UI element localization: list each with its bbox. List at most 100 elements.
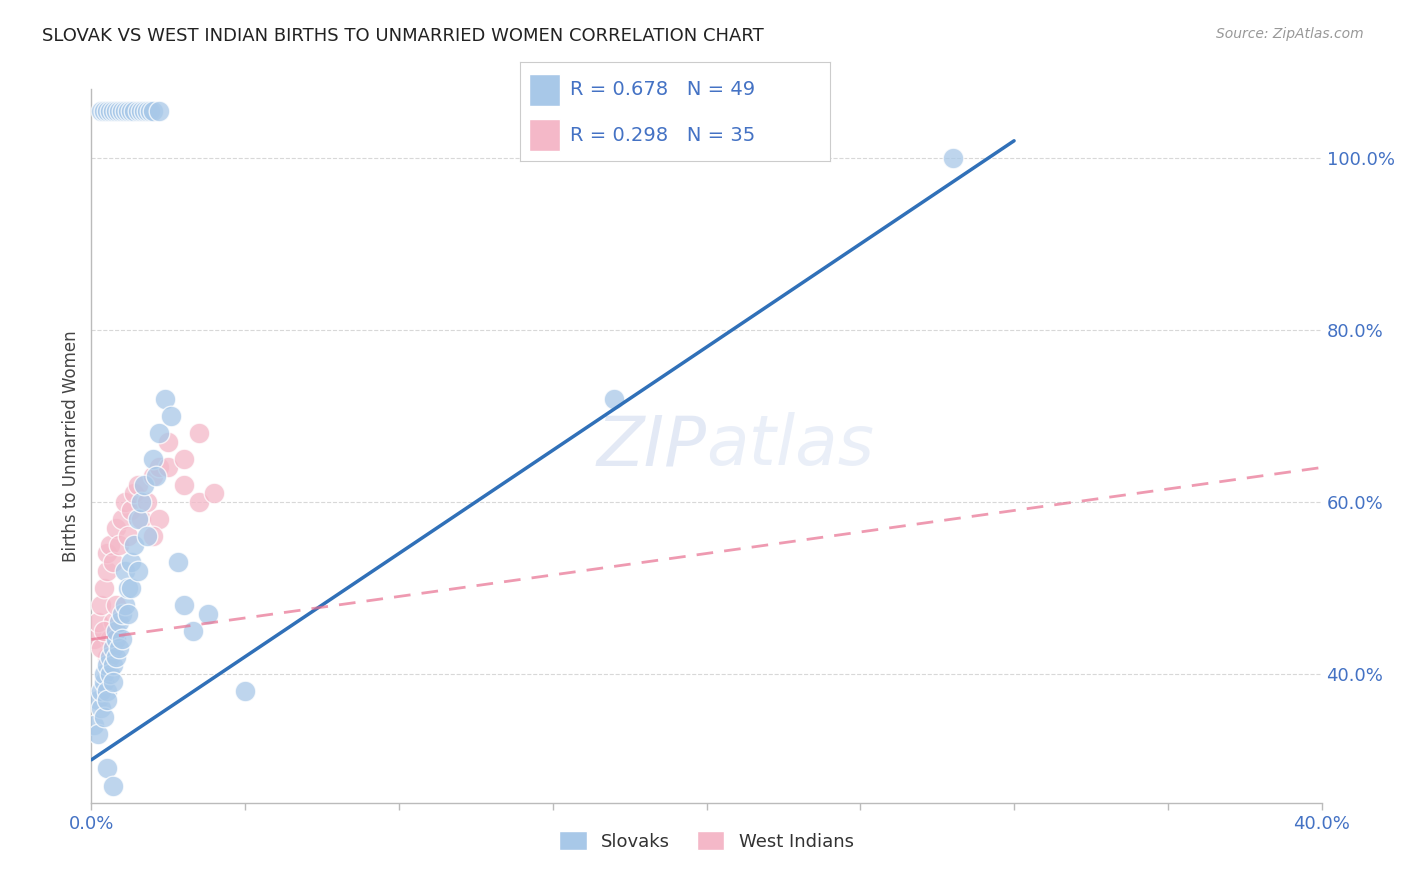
Point — [111, 632, 134, 647]
Text: ZIP: ZIP — [596, 412, 706, 480]
Point — [90, 103, 112, 118]
Point — [173, 451, 195, 466]
Point — [148, 426, 170, 441]
Point — [96, 103, 118, 118]
Point — [98, 649, 121, 664]
Point — [129, 103, 152, 118]
Point — [90, 701, 112, 715]
Point — [96, 761, 118, 775]
Point — [105, 649, 127, 664]
Point — [188, 495, 211, 509]
Point — [148, 103, 170, 118]
Point — [96, 546, 118, 560]
Point — [127, 564, 149, 578]
Point — [117, 529, 139, 543]
Point — [117, 607, 139, 621]
Point — [129, 495, 152, 509]
Point — [124, 486, 146, 500]
Point — [101, 641, 124, 656]
Point — [98, 666, 121, 681]
Point — [114, 103, 136, 118]
Point — [153, 392, 177, 406]
Point — [86, 727, 108, 741]
Point — [93, 624, 115, 638]
Point — [120, 103, 142, 118]
Point — [111, 607, 134, 621]
Point — [142, 469, 165, 483]
Point — [105, 521, 127, 535]
Point — [111, 103, 134, 118]
Point — [188, 426, 211, 441]
Point — [120, 555, 142, 569]
Point — [108, 641, 131, 656]
Point — [157, 460, 180, 475]
Point — [90, 641, 112, 656]
Point — [93, 710, 115, 724]
Point — [132, 103, 155, 118]
Point — [105, 632, 127, 647]
Point — [145, 469, 167, 483]
Point — [166, 555, 188, 569]
Point — [114, 564, 136, 578]
Point — [942, 151, 965, 165]
Point — [124, 103, 146, 118]
Point — [139, 103, 162, 118]
Point — [129, 512, 152, 526]
Point — [101, 555, 124, 569]
Point — [142, 451, 165, 466]
Point — [93, 103, 115, 118]
Text: atlas: atlas — [706, 412, 875, 480]
Point — [105, 598, 127, 612]
Point — [86, 692, 108, 706]
Point — [93, 666, 115, 681]
Point — [96, 649, 118, 664]
Point — [181, 624, 204, 638]
Point — [101, 103, 124, 118]
Point — [127, 512, 149, 526]
Text: SLOVAK VS WEST INDIAN BIRTHS TO UNMARRIED WOMEN CORRELATION CHART: SLOVAK VS WEST INDIAN BIRTHS TO UNMARRIE… — [42, 27, 763, 45]
Point — [148, 512, 170, 526]
Point — [127, 103, 149, 118]
Point — [96, 564, 118, 578]
Point — [101, 615, 124, 630]
Point — [96, 684, 118, 698]
Point — [603, 392, 626, 406]
Point — [132, 477, 155, 491]
Point — [202, 486, 225, 500]
Point — [83, 632, 105, 647]
Point — [120, 581, 142, 595]
Bar — [530, 74, 561, 105]
Point — [98, 632, 121, 647]
Point — [108, 615, 131, 630]
Point — [98, 538, 121, 552]
Point — [148, 460, 170, 475]
Point — [108, 103, 131, 118]
Point — [96, 692, 118, 706]
Point — [96, 658, 118, 673]
Point — [233, 684, 256, 698]
Text: R = 0.298   N = 35: R = 0.298 N = 35 — [569, 126, 755, 145]
Point — [117, 103, 139, 118]
Y-axis label: Births to Unmarried Women: Births to Unmarried Women — [62, 330, 80, 562]
Point — [83, 718, 105, 732]
Point — [142, 103, 165, 118]
Point — [142, 529, 165, 543]
Point — [135, 529, 157, 543]
Point — [108, 538, 131, 552]
Point — [135, 495, 157, 509]
Point — [135, 103, 157, 118]
Point — [160, 409, 183, 423]
Bar — [530, 120, 561, 151]
Point — [114, 495, 136, 509]
Point — [105, 103, 127, 118]
Point — [157, 434, 180, 449]
Point — [114, 598, 136, 612]
Point — [101, 675, 124, 690]
Point — [93, 581, 115, 595]
Point — [101, 779, 124, 793]
Point — [111, 512, 134, 526]
Text: Source: ZipAtlas.com: Source: ZipAtlas.com — [1216, 27, 1364, 41]
Point — [105, 624, 127, 638]
Point — [124, 538, 146, 552]
Point — [173, 477, 195, 491]
